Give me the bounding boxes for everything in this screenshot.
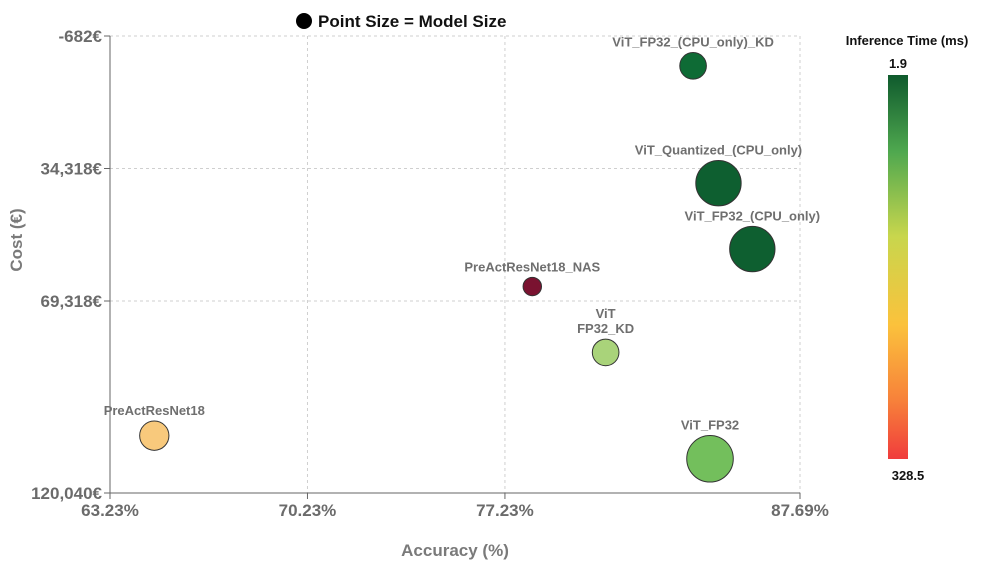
data-point-label: PreActResNet18 (104, 403, 205, 418)
data-point-label: PreActResNet18_NAS (464, 259, 600, 274)
y-axis-ticks: -682€ 34,318€ 69,318€ 120,040€ (31, 27, 110, 503)
colorbar-max-label: 328.5 (892, 468, 925, 483)
data-point-label: ViT_Quantized_(CPU_only) (635, 143, 802, 158)
data-point (679, 52, 707, 80)
data-point-label: ViT FP32_KD (577, 306, 634, 336)
colorbar (888, 75, 908, 459)
y-tick-label: 120,040€ (31, 484, 102, 503)
x-tick-label: 77.23% (476, 501, 534, 520)
x-tick-label: 63.23% (81, 501, 139, 520)
data-point (686, 434, 734, 483)
data-point-label: ViT_FP32 (681, 417, 739, 432)
x-axis-title: Accuracy (%) (401, 541, 509, 560)
data-point (695, 160, 742, 207)
data-point (591, 338, 620, 367)
y-tick-label: -682€ (59, 27, 103, 46)
data-point (139, 420, 170, 451)
grid (110, 35, 801, 493)
data-point (729, 225, 776, 273)
legend-marker (296, 13, 312, 29)
colorbar-title: Inference Time (ms) (846, 33, 969, 48)
y-tick-label: 69,318€ (41, 292, 103, 311)
data-point (522, 276, 543, 297)
y-axis-title: Cost (€) (7, 208, 26, 271)
data-point-label: ViT_FP32_(CPU_only)_KD (612, 35, 774, 50)
y-tick-label: 34,318€ (41, 159, 103, 178)
data-point-label: ViT_FP32_(CPU_only) (685, 208, 821, 223)
x-tick-label: 70.23% (279, 501, 337, 520)
x-axis-ticks: 63.23% 70.23% 77.23% 87.69% (81, 493, 829, 520)
legend-note: Point Size = Model Size (318, 12, 506, 31)
x-tick-label: 87.69% (771, 501, 829, 520)
data-points: ViT_FP32_(CPU_only)_KD ViT_Quantized_(CPU… (104, 35, 820, 483)
colorbar-min-label: 1.9 (889, 56, 907, 71)
